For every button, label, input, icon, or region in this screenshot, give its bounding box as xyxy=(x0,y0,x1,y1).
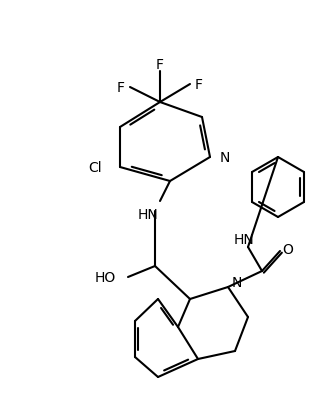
Text: F: F xyxy=(117,81,125,95)
Text: HN: HN xyxy=(234,232,254,246)
Text: O: O xyxy=(283,243,293,256)
Text: Cl: Cl xyxy=(89,161,102,175)
Text: N: N xyxy=(232,275,242,289)
Text: F: F xyxy=(195,78,203,92)
Text: HN: HN xyxy=(138,207,158,221)
Text: HO: HO xyxy=(95,270,116,284)
Text: N: N xyxy=(220,151,230,164)
Text: F: F xyxy=(156,58,164,72)
